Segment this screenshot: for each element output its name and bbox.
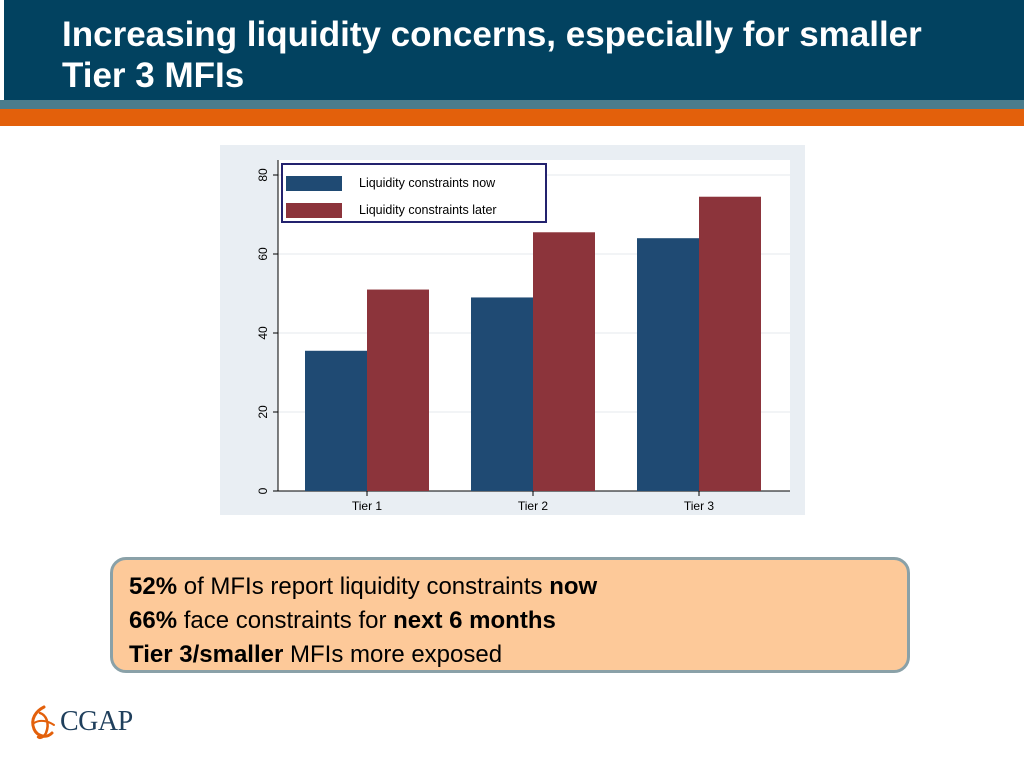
bar-now-tier-3 <box>637 238 699 491</box>
y-tick-label: 40 <box>256 326 270 340</box>
callout-text-1: of MFIs report liquidity constraints <box>177 573 550 600</box>
callout-emphasis-tier3: Tier 3/smaller <box>129 641 284 668</box>
summary-callout: 52% of MFIs report liquidity constraints… <box>110 557 910 673</box>
y-tick-label: 0 <box>256 487 270 494</box>
y-tick-label: 80 <box>256 168 270 182</box>
bar-later-tier-3 <box>699 196 761 491</box>
callout-emphasis-now: now <box>549 573 598 600</box>
legend-swatch-now <box>286 176 342 191</box>
callout-line-3: Tier 3/smaller MFIs more exposed <box>129 638 891 672</box>
callout-text-3: MFIs more exposed <box>283 641 503 668</box>
cgap-swirl-icon <box>31 705 55 740</box>
callout-emphasis-months: next 6 months <box>393 607 556 634</box>
cgap-logo: CGAP <box>26 703 156 743</box>
chart-svg: 0 20 40 60 80 Tier 1 Tier 2 Tier 3 Liquidity con… <box>256 160 790 513</box>
bar-chart: 0 20 40 60 80 Tier 1 Tier 2 Tier 3 Liquidity con… <box>220 145 805 515</box>
bar-later-tier-2 <box>533 232 595 491</box>
logo-text: CGAP <box>60 706 133 737</box>
callout-stat-66: 66% <box>129 607 178 634</box>
legend-label-now: Liquidity constraints now <box>359 176 496 190</box>
bar-now-tier-2 <box>471 297 533 491</box>
x-tick-label: Tier 2 <box>518 499 549 513</box>
y-tick-label: 60 <box>256 247 270 261</box>
slide-title: Increasing liquidity concerns, especiall… <box>62 15 922 95</box>
legend-label-later: Liquidity constraints later <box>359 203 497 217</box>
orange-stripe <box>0 109 1024 126</box>
title-bar-edge <box>0 0 4 100</box>
callout-line-1: 52% of MFIs report liquidity constraints… <box>129 570 891 604</box>
x-tick-label: Tier 1 <box>352 499 383 513</box>
legend-swatch-later <box>286 203 342 218</box>
callout-text-2: face constraints for <box>177 607 394 634</box>
callout-line-2: 66% face constraints for next 6 months <box>129 604 891 638</box>
x-tick-label: Tier 3 <box>684 499 715 513</box>
y-tick-label: 20 <box>256 405 270 419</box>
callout-stat-52: 52% <box>129 573 178 600</box>
title-bar <box>0 0 1024 100</box>
teal-stripe <box>0 100 1024 109</box>
bar-now-tier-1 <box>305 350 367 491</box>
bar-later-tier-1 <box>367 289 429 491</box>
